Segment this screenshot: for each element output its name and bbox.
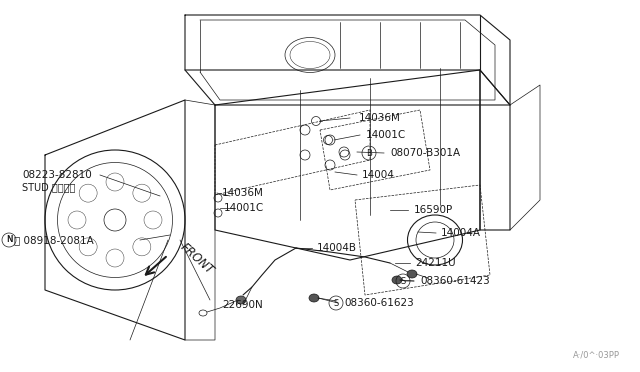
Text: 22690N: 22690N [223,300,264,310]
Text: 14036M: 14036M [222,188,264,198]
Text: STUD スタッド: STUD スタッド [22,182,76,192]
Text: 14001C: 14001C [224,203,264,213]
Text: N: N [6,235,12,244]
Ellipse shape [309,294,319,302]
Text: FRONT: FRONT [178,241,216,277]
Ellipse shape [407,270,417,278]
Text: 14001C: 14001C [366,130,406,140]
Text: 08360-61423: 08360-61423 [420,276,490,286]
Text: 14004A: 14004A [441,228,481,238]
Text: 08070-B301A: 08070-B301A [390,148,460,158]
Text: 08360-61623: 08360-61623 [344,298,413,308]
Text: 14036M: 14036M [359,113,401,123]
Text: 14004B: 14004B [317,243,357,253]
Text: S: S [333,298,339,308]
Text: B: B [366,148,372,157]
Text: 14004: 14004 [362,170,395,180]
Ellipse shape [236,296,246,304]
Text: 16590P: 16590P [414,205,453,215]
Text: S: S [401,276,406,285]
Text: A·/0^·03PP: A·/0^·03PP [573,351,620,360]
Text: 08223-82810: 08223-82810 [22,170,92,180]
Ellipse shape [392,276,402,284]
Text: 24211U: 24211U [415,258,456,268]
Text: 丈 08918-2081A: 丈 08918-2081A [14,235,93,245]
Text: N: N [6,235,12,244]
